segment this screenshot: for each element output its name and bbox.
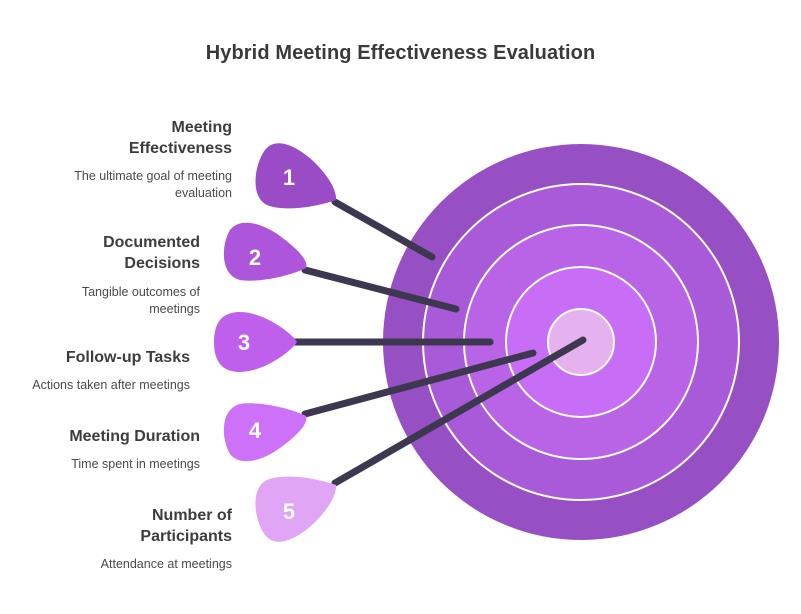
dart-number-3: 3 — [238, 330, 250, 355]
dart-number-4: 4 — [249, 418, 262, 443]
item-1-description: The ultimate goal of meeting evaluation — [74, 168, 232, 202]
dart-shaft-2 — [301, 266, 460, 313]
item-3-desc-line-1: Actions taken after meetings — [32, 378, 190, 392]
item-1-desc-line-2: evaluation — [175, 186, 232, 200]
item-1-label-line-1: Meeting — [171, 119, 232, 136]
item-2-desc-line-2: meetings — [149, 302, 200, 316]
dart-head-5: 5 — [255, 476, 337, 542]
item-4-description: Time spent in meetings — [71, 456, 200, 473]
dart-head-shape-5 — [255, 476, 337, 542]
dart-head-1: 1 — [255, 143, 337, 209]
item-1-label: Meeting Effectiveness — [129, 117, 232, 159]
item-5-label: Number of Participants — [140, 505, 232, 547]
dart-number-1: 1 — [283, 165, 295, 190]
item-1-label-line-2: Effectiveness — [128, 140, 232, 157]
item-5-description: Attendance at meetings — [101, 556, 232, 573]
dart-head-4: 4 — [223, 403, 307, 462]
dart-head-3: 3 — [214, 312, 297, 372]
dart-head-shape-1 — [255, 143, 337, 209]
item-3-label-line-1: Follow-up Tasks — [65, 349, 190, 366]
item-2-label-line-1: Documented — [103, 234, 200, 251]
dart-head-shape-2 — [223, 222, 307, 281]
dart-shaft-5 — [331, 336, 587, 487]
dart-shafts — [291, 198, 587, 487]
item-5-label-line-2: Participants — [140, 528, 232, 545]
item-2-description: Tangible outcomes of meetings — [82, 284, 200, 318]
item-5-label-line-1: Number of — [152, 507, 232, 524]
dart-head-2: 2 — [223, 222, 307, 281]
item-3-label: Follow-up Tasks — [66, 347, 190, 368]
dart-number-5: 5 — [283, 499, 295, 524]
dart-head-shape-3 — [214, 312, 297, 372]
item-4-label: Meeting Duration — [69, 426, 200, 447]
item-1-desc-line-1: The ultimate goal of meeting — [74, 169, 232, 183]
item-2-desc-line-1: Tangible outcomes of — [81, 285, 200, 299]
item-2-label-line-2: Decisions — [124, 255, 200, 272]
item-2-label: Documented Decisions — [103, 232, 200, 274]
dart-number-2: 2 — [249, 245, 261, 270]
dart-head-shape-4 — [223, 403, 307, 462]
item-4-label-line-1: Meeting Duration — [69, 428, 200, 445]
item-4-desc-line-1: Time spent in meetings — [71, 457, 200, 471]
item-3-description: Actions taken after meetings — [32, 377, 190, 394]
diagram-title: Hybrid Meeting Effectiveness Evaluation — [205, 42, 596, 64]
dart-shaft-4 — [301, 349, 537, 418]
dart-shaft-1 — [331, 198, 436, 261]
item-5-desc-line-1: Attendance at meetings — [100, 557, 232, 571]
